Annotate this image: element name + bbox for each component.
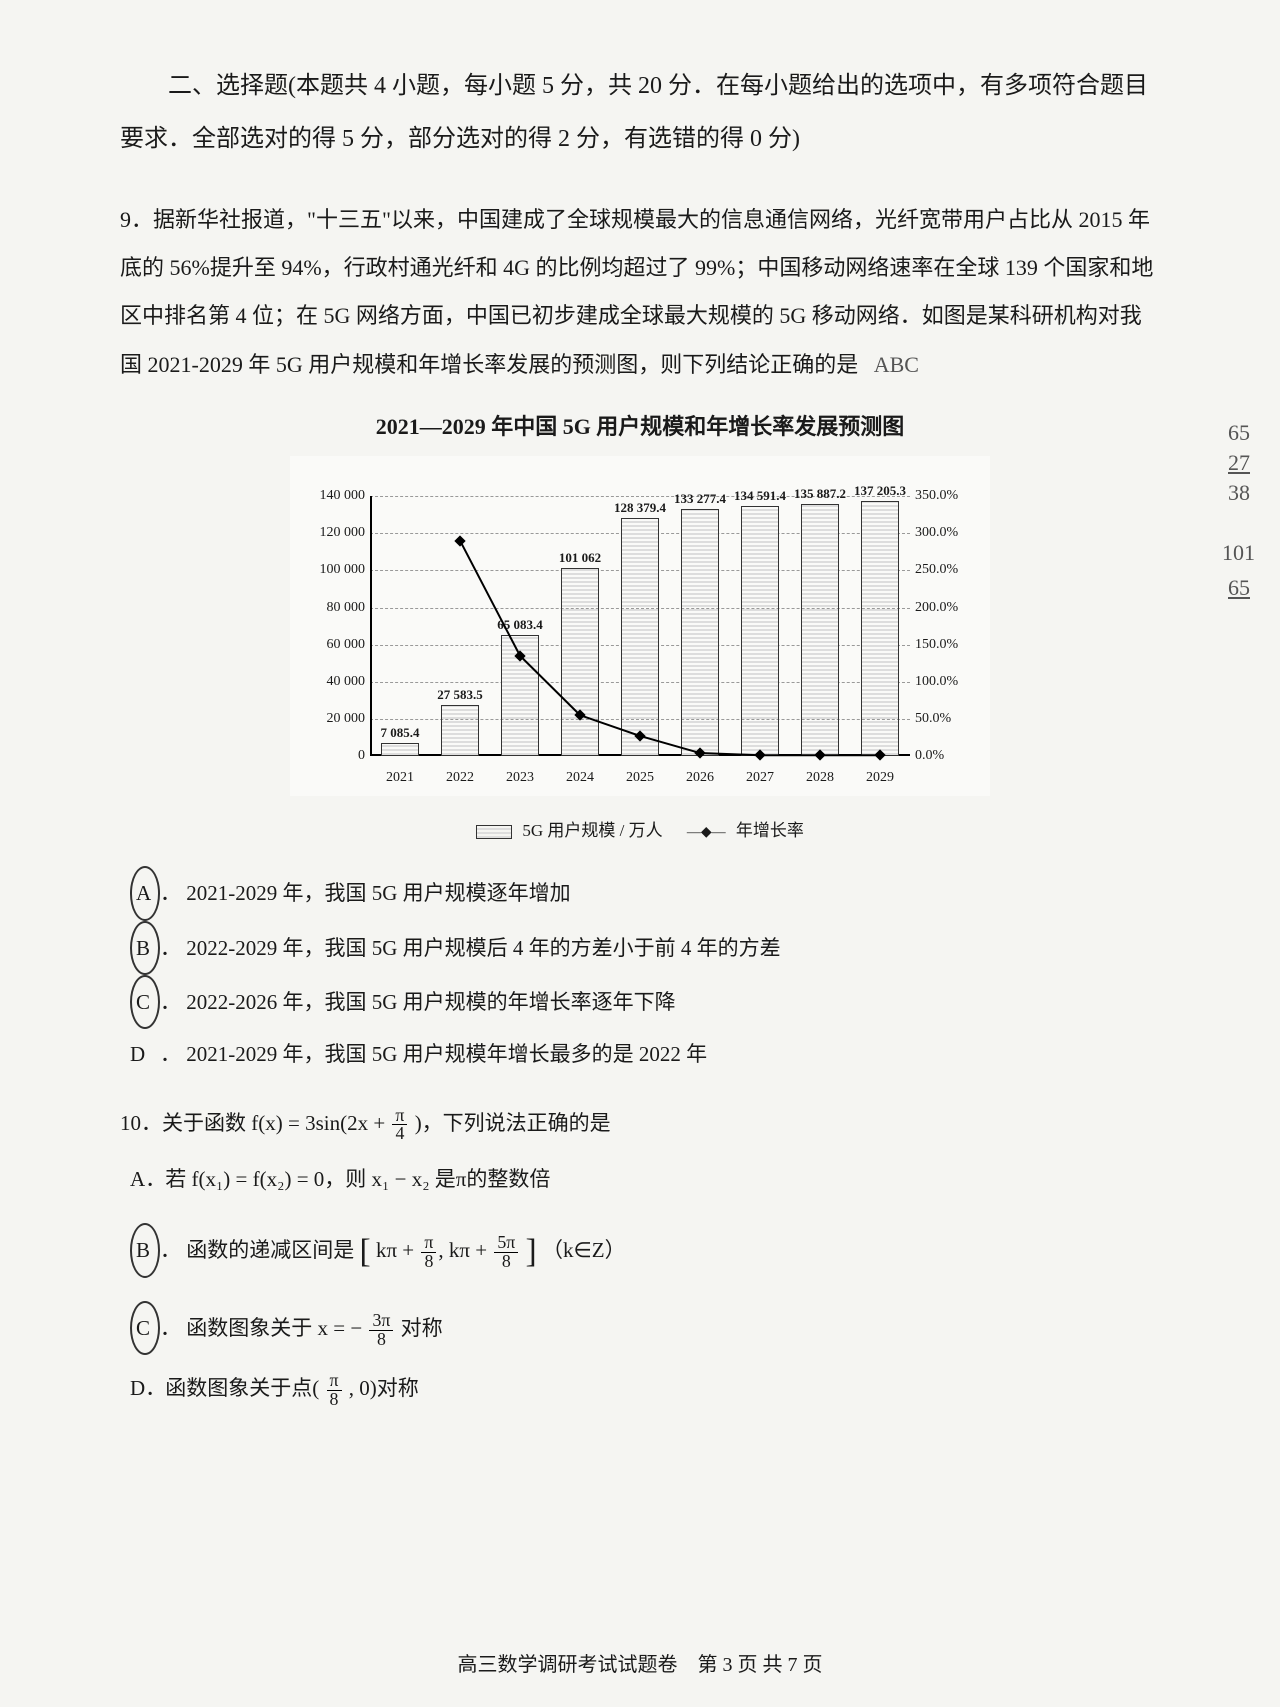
frac-pi-8-1: π8 xyxy=(421,1234,436,1271)
frac-pi-4: π4 xyxy=(392,1107,407,1144)
margin-calc-4: 101 xyxy=(1222,540,1255,566)
q10-a-text: 若 f(x₁) = f(x₂) = 0，则 x₁ − x₂ 是π的整数倍 xyxy=(165,1167,550,1191)
legend-line-marker: —◆— xyxy=(687,824,726,841)
handwritten-answer: ABC xyxy=(874,352,919,377)
q10-b-tail: （k∈Z） xyxy=(542,1238,626,1262)
bracket-close: ] xyxy=(526,1233,537,1270)
question-9-stem: 9．据新华社报道，"十三五"以来，中国建成了全球规模最大的信息通信网络，光纤宽带… xyxy=(120,196,1160,390)
chart-container: 020 00040 00060 00080 000100 000120 0001… xyxy=(290,456,990,796)
margin-calc-2: 27 xyxy=(1228,450,1250,476)
q9-option-d: D． 2021-2029 年，我国 5G 用户规模年增长最多的是 2022 年 xyxy=(130,1029,1160,1079)
q10-option-a: A． 若 f(x₁) = f(x₂) = 0，则 x₁ − x₂ 是π的整数倍 xyxy=(130,1154,1160,1204)
margin-calc-3: 38 xyxy=(1228,480,1250,506)
option-letter-c: C xyxy=(130,975,160,1029)
q9-option-b: B． 2022-2029 年，我国 5G 用户规模后 4 年的方差小于前 4 年… xyxy=(130,921,1160,975)
q9-option-a: A． 2021-2029 年，我国 5G 用户规模逐年增加 xyxy=(130,866,1160,920)
page-footer: 高三数学调研考试试题卷 第 3 页 共 7 页 xyxy=(0,1648,1280,1677)
q10-option-c: C． 函数图象关于 x = − 3π8 对称 xyxy=(130,1301,1160,1355)
option-letter-a: A xyxy=(130,866,160,920)
q10-option-d: D． 函数图象关于点( π8 , 0)对称 xyxy=(130,1363,1160,1413)
frac-5pi-8: 5π8 xyxy=(494,1234,518,1271)
q10-c-pre: 函数图象关于 x = − xyxy=(186,1316,362,1340)
q10-c-tail: 对称 xyxy=(401,1316,443,1340)
q10-stem-tail: )，下列说法正确的是 xyxy=(415,1111,611,1135)
q9-options: A． 2021-2029 年，我国 5G 用户规模逐年增加 B． 2022-20… xyxy=(120,866,1160,1080)
q9-b-text: 2022-2029 年，我国 5G 用户规模后 4 年的方差小于前 4 年的方差 xyxy=(186,936,780,960)
option-letter-d: D xyxy=(130,1029,160,1079)
growth-line xyxy=(290,456,990,796)
bracket-open: [ xyxy=(360,1233,371,1270)
legend-bar-label: 5G 用户规模 / 万人 xyxy=(522,821,662,840)
q10-letter-a: A． xyxy=(130,1154,160,1204)
q10-option-b: B． 函数的递减区间是 [ kπ + π8, kπ + 5π8 ] （k∈Z） xyxy=(130,1212,1160,1293)
section-header: 二、选择题(本题共 4 小题，每小题 5 分，共 20 分．在每小题给出的选项中… xyxy=(120,60,1160,166)
legend-line-label: 年增长率 xyxy=(736,821,804,840)
q9-a-text: 2021-2029 年，我国 5G 用户规模逐年增加 xyxy=(186,881,570,905)
q9-d-text: 2021-2029 年，我国 5G 用户规模年增长最多的是 2022 年 xyxy=(186,1042,707,1066)
legend-bar-swatch xyxy=(476,825,512,839)
chart-legend: 5G 用户规模 / 万人 —◆— 年增长率 xyxy=(120,816,1160,841)
q9-c-text: 2022-2026 年，我国 5G 用户规模的年增长率逐年下降 xyxy=(186,990,675,1014)
q10-letter-b: B xyxy=(130,1223,160,1277)
q10-letter-d: D． xyxy=(130,1363,160,1413)
q10-stem: 10．关于函数 f(x) = 3sin(2x + π4 )，下列说法正确的是 xyxy=(120,1100,1160,1146)
chart-title: 2021—2029 年中国 5G 用户规模和年增长率发展预测图 xyxy=(120,409,1160,441)
q10-d-tail: , 0)对称 xyxy=(349,1376,419,1400)
frac-pi-8-2: π8 xyxy=(327,1372,342,1409)
q10-stem-pre: 10．关于函数 f(x) = 3sin(2x + xyxy=(120,1111,390,1135)
q10-letter-c: C xyxy=(130,1301,160,1355)
q9-option-c: C． 2022-2026 年，我国 5G 用户规模的年增长率逐年下降 xyxy=(130,975,1160,1029)
q10-d-pre: 函数图象关于点( xyxy=(165,1376,319,1400)
frac-3pi-8: 3π8 xyxy=(369,1312,393,1349)
option-letter-b: B xyxy=(130,921,160,975)
question-10: 10．关于函数 f(x) = 3sin(2x + π4 )，下列说法正确的是 A… xyxy=(120,1100,1160,1414)
margin-calc-5: 65 xyxy=(1228,575,1250,601)
q10-b-pre: 函数的递减区间是 xyxy=(186,1238,354,1262)
margin-calc-1: 65 xyxy=(1228,420,1250,446)
q9-text: 9．据新华社报道，"十三五"以来，中国建成了全球规模最大的信息通信网络，光纤宽带… xyxy=(120,207,1153,377)
